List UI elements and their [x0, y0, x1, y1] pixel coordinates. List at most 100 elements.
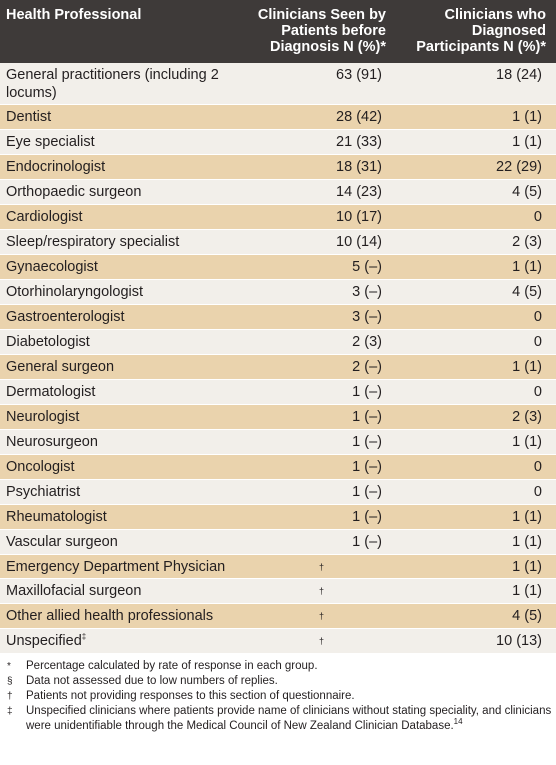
diagnosed-value: 0: [396, 479, 556, 505]
professional-name: Oncologist: [0, 454, 236, 480]
professional-name: Eye specialist: [0, 129, 236, 155]
professional-name-text: Diabetologist: [6, 334, 90, 350]
seen-value-text: 10 (17): [336, 209, 382, 225]
footnote-text: Unspecified clinicians where patients pr…: [26, 704, 556, 734]
footnote: § Data not assessed due to low numbers of…: [0, 674, 556, 689]
seen-before-diagnosis-value: †: [236, 578, 396, 604]
diagnosed-value: 1 (1): [396, 429, 556, 455]
table-row: Cardiologist 10 (17) 0: [0, 204, 556, 230]
seen-before-diagnosis-value: 1 (–): [236, 454, 396, 480]
footnote-symbol: *: [7, 661, 11, 672]
table-row: Oncologist 1 (–) 0: [0, 454, 556, 480]
table-row: Gynaecologist 5 (–) 1 (1): [0, 254, 556, 280]
professional-name-text: General practitioners (including 2 locum…: [6, 67, 219, 101]
seen-value-text: 1 (–): [352, 434, 382, 450]
seen-before-diagnosis-value: 28 (42): [236, 104, 396, 130]
seen-before-diagnosis-value: 1 (–): [236, 504, 396, 530]
clinicians-table: Health Professional Clinicians Seen by P…: [0, 0, 556, 654]
professional-name-text: Rheumatologist: [6, 509, 107, 525]
professional-name: Gastroenterologist: [0, 304, 236, 330]
professional-name-text: Dentist: [6, 109, 52, 125]
diagnosed-value: 1 (1): [396, 254, 556, 280]
seen-value-text: 1 (–): [352, 534, 382, 550]
footnote-symbol: ‡: [7, 706, 13, 717]
header-clinicians-seen: Clinicians Seen by Patients before Diagn…: [257, 7, 386, 55]
seen-before-diagnosis-value: 18 (31): [236, 154, 396, 180]
seen-value-text: 1 (–): [352, 459, 382, 475]
professional-name: Endocrinologist: [0, 154, 236, 180]
professional-name-text: Unspecified: [6, 633, 82, 649]
table-row: Psychiatrist 1 (–) 0: [0, 479, 556, 505]
professional-name: Maxillofacial surgeon: [0, 578, 236, 604]
professional-name: Other allied health professionals: [0, 603, 236, 629]
table-row: Maxillofacial surgeon † 1 (1): [0, 578, 556, 604]
professional-name: Gynaecologist: [0, 254, 236, 280]
diagnosed-value: 18 (24): [396, 63, 556, 105]
diagnosed-value: 4 (5): [396, 179, 556, 205]
professional-name-text: Gastroenterologist: [6, 309, 125, 325]
seen-value-text: 28 (42): [336, 109, 382, 125]
professional-name-text: Neurologist: [6, 409, 80, 425]
professional-name: Unspecified‡: [0, 628, 236, 654]
seen-value-text: 1 (–): [352, 409, 382, 425]
seen-value-text: 2 (3): [352, 334, 382, 350]
professional-name: Neurologist: [0, 404, 236, 430]
seen-before-diagnosis-value: 1 (–): [236, 529, 396, 555]
diagnosed-value: 1 (1): [396, 504, 556, 530]
footnote-text: Patients not providing responses to this…: [26, 689, 556, 704]
professional-name-text: Eye specialist: [6, 134, 95, 150]
diagnosed-value: 1 (1): [396, 354, 556, 380]
table-row: Dermatologist 1 (–) 0: [0, 379, 556, 405]
professional-name: Emergency Department Physician: [0, 554, 236, 579]
professional-name-text: Oncologist: [6, 459, 75, 475]
professional-name: Cardiologist: [0, 204, 236, 230]
professional-name: Rheumatologist: [0, 504, 236, 530]
footnote-text: Data not assessed due to low numbers of …: [26, 674, 556, 689]
diagnosed-value: 1 (1): [396, 529, 556, 555]
diagnosed-value: 2 (3): [396, 404, 556, 430]
professional-name-text: Dermatologist: [6, 384, 96, 400]
professional-name: Otorhinolaryngologist: [0, 279, 236, 305]
footnote-text-body: Data not assessed due to low numbers of …: [26, 675, 278, 687]
footnote-text-body: Percentage calculated by rate of respons…: [26, 660, 318, 672]
professional-name: Dentist: [0, 104, 236, 130]
professional-name-text: Maxillofacial surgeon: [6, 583, 142, 599]
professional-name-text: Otorhinolaryngologist: [6, 284, 144, 300]
seen-before-diagnosis-value: 10 (14): [236, 229, 396, 255]
diagnosed-value: 1 (1): [396, 104, 556, 130]
seen-value-text: 14 (23): [336, 184, 382, 200]
table-row: Endocrinologist 18 (31) 22 (29): [0, 154, 556, 180]
table-row: Unspecified‡ † 10 (13): [0, 628, 556, 654]
professional-name: Neurosurgeon: [0, 429, 236, 455]
professional-name: General practitioners (including 2 locum…: [0, 63, 236, 105]
seen-before-diagnosis-value: 5 (–): [236, 254, 396, 280]
seen-value-text: 21 (33): [336, 134, 382, 150]
seen-before-diagnosis-value: †: [236, 628, 396, 654]
header-clinicians-diagnosed: Clinicians who Diagnosed Participants N …: [416, 7, 546, 55]
seen-value-text: 5 (–): [352, 259, 382, 275]
seen-before-diagnosis-value: 63 (91): [236, 63, 396, 105]
table-row: Sleep/respiratory specialist 10 (14) 2 (3): [0, 229, 556, 255]
footnote-symbol: †: [7, 691, 13, 702]
footnote: * Percentage calculated by rate of respon…: [0, 659, 556, 674]
seen-before-diagnosis-value: †: [236, 554, 396, 579]
diagnosed-value: 0: [396, 379, 556, 405]
diagnosed-value: 4 (5): [396, 279, 556, 305]
table-row: Other allied health professionals † 4 (5): [0, 603, 556, 629]
reference-marker: 14: [453, 717, 463, 727]
professional-name: Orthopaedic surgeon: [0, 179, 236, 205]
seen-value-text: †: [318, 611, 324, 621]
table-row: Rheumatologist 1 (–) 1 (1): [0, 504, 556, 530]
table-row: Otorhinolaryngologist 3 (–) 4 (5): [0, 279, 556, 305]
header-row: Health Professional Clinicians Seen by P…: [0, 0, 556, 63]
seen-value-text: 3 (–): [352, 284, 382, 300]
table-row: General surgeon 2 (–) 1 (1): [0, 354, 556, 380]
seen-value-text: 2 (–): [352, 359, 382, 375]
professional-name: Psychiatrist: [0, 479, 236, 505]
seen-value-text: †: [318, 562, 324, 572]
diagnosed-value: 1 (1): [396, 129, 556, 155]
seen-before-diagnosis-value: 2 (–): [236, 354, 396, 380]
professional-name-text: General surgeon: [6, 359, 115, 375]
table-row: Orthopaedic surgeon 14 (23) 4 (5): [0, 179, 556, 205]
seen-before-diagnosis-value: 2 (3): [236, 329, 396, 355]
